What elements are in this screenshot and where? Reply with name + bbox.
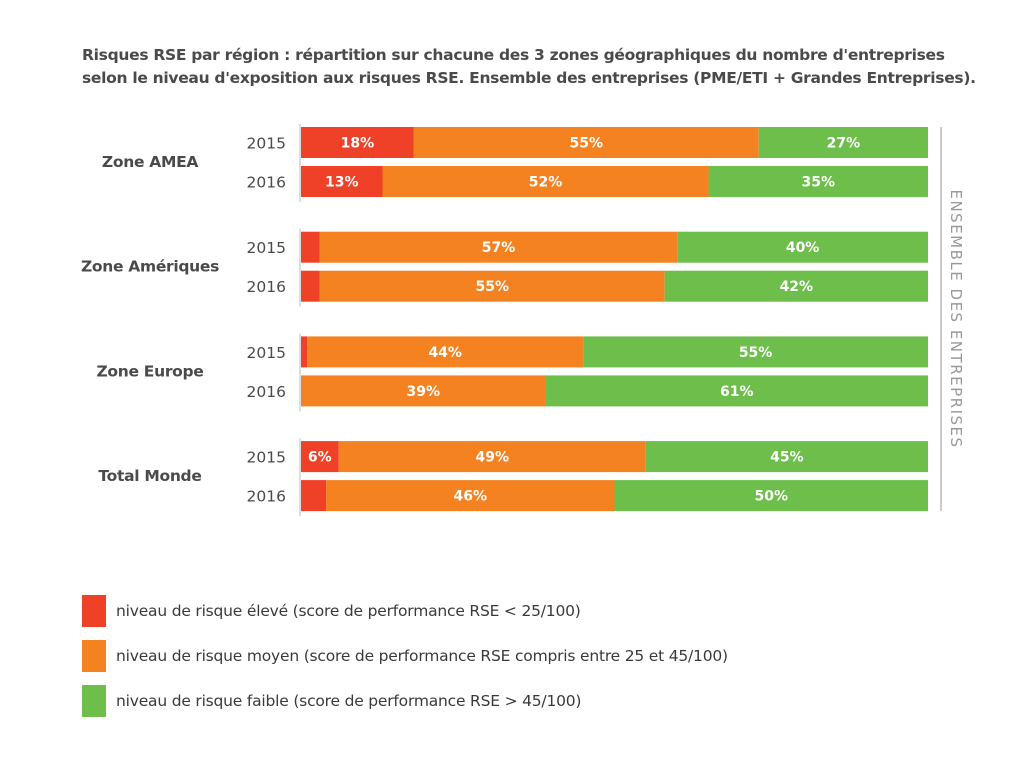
legend-swatch xyxy=(82,640,106,672)
bar-segment xyxy=(758,127,928,158)
year-label: 2016 xyxy=(247,488,286,506)
year-label: 2015 xyxy=(247,449,286,467)
year-label: 2016 xyxy=(247,174,286,192)
legend-item: niveau de risque élevé (score de perform… xyxy=(82,595,581,627)
bar-segment xyxy=(319,231,678,263)
chart-title: Risques RSE par région : répartition sur… xyxy=(82,46,976,87)
bar-segment xyxy=(301,375,546,407)
bar-segment xyxy=(326,480,615,512)
data-label: 49% xyxy=(475,450,509,466)
bar-segment xyxy=(677,231,928,263)
bar-segment xyxy=(301,480,327,512)
bar-segment xyxy=(413,127,759,158)
legend-label: niveau de risque moyen (score de perform… xyxy=(116,647,728,665)
year-label: 2016 xyxy=(247,278,286,296)
bar-segment xyxy=(301,127,414,158)
group-label: Zone Europe xyxy=(96,362,203,380)
legend-item: niveau de risque moyen (score de perform… xyxy=(82,640,728,672)
legend-item: niveau de risque faible (score de perfor… xyxy=(82,685,581,717)
data-label: 44% xyxy=(428,345,462,361)
bar-segment xyxy=(301,336,308,368)
bar-segment xyxy=(301,441,339,473)
year-label: 2015 xyxy=(247,344,286,362)
group-label: Zone AMEA xyxy=(102,153,198,171)
data-label: 55% xyxy=(475,279,509,295)
side-label: ENSEMBLE DES ENTREPRISES xyxy=(947,189,965,448)
legend-swatch xyxy=(82,685,106,717)
data-label: 61% xyxy=(720,384,754,400)
data-label: 46% xyxy=(454,489,488,505)
data-label: 55% xyxy=(570,136,604,152)
legend-label: niveau de risque élevé (score de perform… xyxy=(116,602,581,620)
data-label: 45% xyxy=(770,450,804,466)
data-label: 42% xyxy=(780,279,814,295)
legend-swatch xyxy=(82,595,106,627)
bar-segment xyxy=(307,336,584,368)
year-label: 2016 xyxy=(247,383,286,401)
bar-segment xyxy=(583,336,928,368)
bar-segment xyxy=(645,441,928,473)
bar-segment xyxy=(319,270,665,302)
data-label: 40% xyxy=(786,240,820,256)
bar-segment xyxy=(614,480,928,512)
data-label: 18% xyxy=(341,136,375,152)
bar-segment xyxy=(708,166,928,197)
year-label: 2015 xyxy=(247,239,286,257)
data-label: 35% xyxy=(802,175,836,191)
data-label: 55% xyxy=(739,345,773,361)
bar-segment xyxy=(382,166,709,197)
data-label: 13% xyxy=(325,175,359,191)
group-label: Total Monde xyxy=(98,467,201,485)
data-label: 39% xyxy=(407,384,441,400)
data-label: 50% xyxy=(754,489,788,505)
bar-segment xyxy=(545,375,928,407)
data-label: 6% xyxy=(308,450,332,466)
bar-segment xyxy=(301,270,320,302)
year-label: 2015 xyxy=(247,135,286,153)
data-label: 52% xyxy=(529,175,563,191)
bar-segment xyxy=(301,166,383,197)
group-label: Zone Amériques xyxy=(81,258,219,276)
legend-label: niveau de risque faible (score de perfor… xyxy=(116,692,582,710)
bar-segment xyxy=(301,231,320,263)
bar-segment xyxy=(664,270,928,302)
data-label: 27% xyxy=(827,136,861,152)
bar-segment xyxy=(338,441,646,473)
data-label: 57% xyxy=(482,240,516,256)
